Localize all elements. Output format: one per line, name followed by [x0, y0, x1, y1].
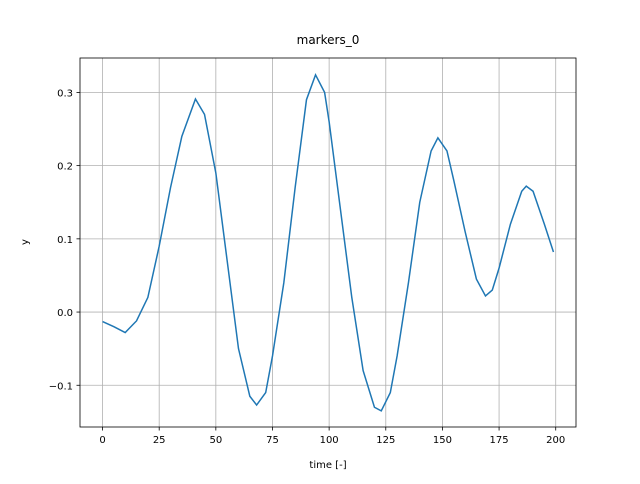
y-tick-label: −0.1 [49, 381, 73, 392]
y-axis-label: y [20, 239, 31, 245]
x-tick-label: 25 [153, 435, 166, 446]
chart-title: markers_0 [297, 33, 360, 47]
y-tick-label: 0.1 [57, 235, 73, 246]
x-axis-label: time [-] [309, 460, 346, 471]
y-tick-label: 0.3 [57, 88, 73, 99]
line-series [102, 72, 555, 412]
x-tick-label: 150 [433, 435, 452, 446]
x-tick-label: 200 [546, 435, 565, 446]
y-tick-label: 0.2 [57, 162, 73, 173]
plot-frame [79, 57, 577, 428]
x-tick-label: 50 [209, 435, 222, 446]
x-tick-label: 175 [490, 435, 509, 446]
x-tick-label: 0 [99, 435, 105, 446]
x-tick-label: 125 [376, 435, 395, 446]
x-tick-label: 100 [320, 435, 339, 446]
x-tick-label: 75 [266, 435, 279, 446]
y-tick-label: 0.0 [57, 308, 73, 319]
